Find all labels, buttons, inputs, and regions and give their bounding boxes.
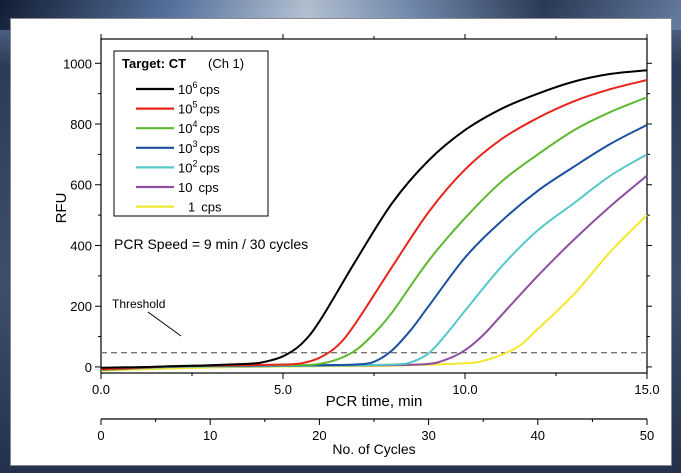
legend-entry-6: 1 cps xyxy=(188,200,222,215)
legend-entry-4: 102 cps xyxy=(178,158,220,175)
cycle-tick-label: 40 xyxy=(531,428,545,443)
x-tick-label: 0.0 xyxy=(92,382,110,397)
cycle-tick-label: 50 xyxy=(640,428,654,443)
y-tick-label: 400 xyxy=(70,238,92,253)
x-axis-label: PCR time, min xyxy=(326,393,423,410)
cycle-tick-label: 0 xyxy=(97,428,104,443)
legend-entry-1: 105 cps xyxy=(178,100,220,117)
axes: 0 200 400 600 800 1000 0.0 5.0 10.0 15.0 0 10 20 30 40… xyxy=(63,34,660,443)
x-tick-label: 10.0 xyxy=(452,382,477,397)
cycle-tick-label: 20 xyxy=(312,428,326,443)
x-tick-label: 5.0 xyxy=(274,382,292,397)
legend-entry-3: 103 cps xyxy=(178,139,220,156)
legend: Target: CT (Ch 1) 106 cps 105 cps 104 cps 103 cps… xyxy=(113,50,269,217)
x-tick-label: 15.0 xyxy=(634,382,659,397)
y-tick-label: 600 xyxy=(70,178,92,193)
y-tick-label: 0 xyxy=(85,360,92,375)
series-line-0 xyxy=(100,69,648,369)
series-lines xyxy=(100,69,648,372)
y-tick-label: 800 xyxy=(70,117,92,132)
legend-entry-0: 106 cps xyxy=(178,80,220,97)
y-axis-label: RFU xyxy=(53,193,70,224)
legend-box xyxy=(113,50,269,217)
threshold-label: Threshold xyxy=(112,297,165,311)
y-tick-label: 200 xyxy=(70,299,92,314)
legend-entry-2: 104 cps xyxy=(178,119,220,136)
speed-annotation: PCR Speed = 9 min / 30 cycles xyxy=(114,236,308,252)
cycle-tick-label: 30 xyxy=(421,428,435,443)
cycle-tick-label: 10 xyxy=(203,428,217,443)
legend-title-channel: (Ch 1) xyxy=(208,56,244,71)
legend-title: Target: CT xyxy=(122,56,186,71)
threshold-pointer xyxy=(147,311,182,337)
y-tick-label: 1000 xyxy=(63,56,92,71)
series-line-1 xyxy=(100,79,648,371)
secondary-x-axis-label: No. of Cycles xyxy=(332,441,415,457)
legend-entry-5: 10 cps xyxy=(178,180,219,195)
